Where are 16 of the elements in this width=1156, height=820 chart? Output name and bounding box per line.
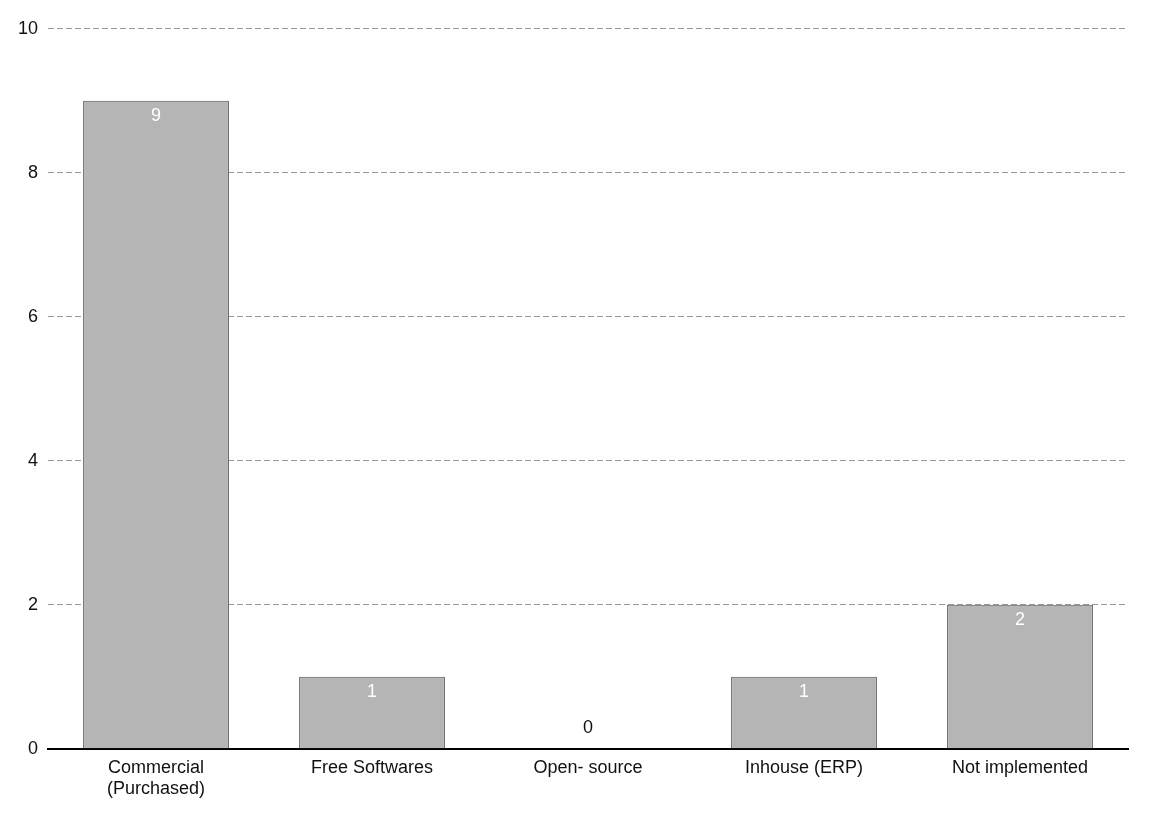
x-tick-label: Inhouse (ERP) (744, 756, 864, 777)
data-label: 1 (367, 680, 378, 701)
data-label: 2 (1014, 608, 1026, 629)
y-tick-label: 0 (28, 737, 39, 758)
x-tick-label: Commercial (Purchased) (107, 756, 206, 799)
y-tick-label: 10 (17, 17, 39, 38)
x-tick-label: Open- source (533, 756, 643, 777)
data-label: 0 (583, 716, 594, 737)
data-label: 9 (151, 104, 162, 125)
y-tick-label: 4 (28, 449, 39, 470)
y-tick-label: 8 (28, 161, 39, 182)
data-label: 1 (799, 680, 810, 701)
y-tick-label: 2 (28, 593, 39, 614)
x-tick-label: Free Softwares (310, 756, 434, 777)
y-tick-label: 6 (28, 305, 39, 326)
x-tick-label: Not implemented (951, 756, 1089, 777)
